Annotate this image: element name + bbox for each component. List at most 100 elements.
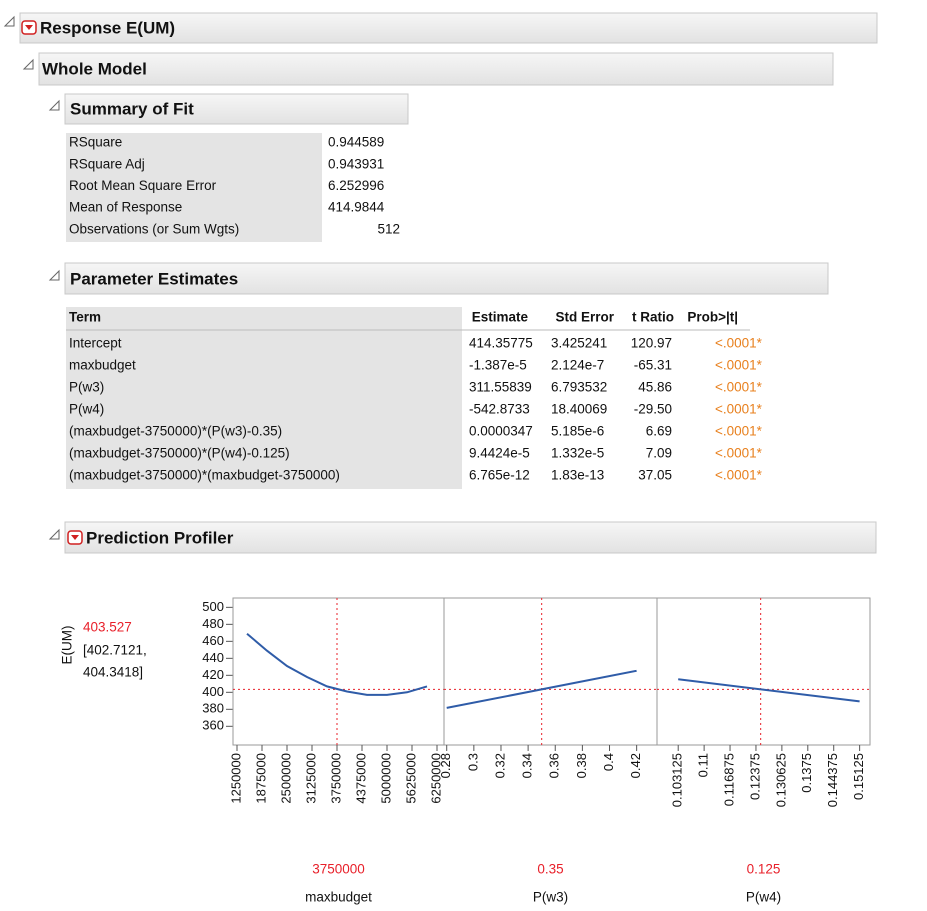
column-header: t Ratio (632, 310, 674, 325)
x-tick-label: 0.12375 (747, 753, 762, 800)
x-tick-label: 5000000 (378, 753, 393, 804)
x-tick-label: 6250000 (428, 753, 443, 804)
table-cell: (maxbudget-3750000)*(maxbudget-3750000) (69, 468, 340, 483)
x-tick-label: 5625000 (403, 753, 418, 804)
p-value: <.0001* (715, 468, 763, 483)
x-tick-label: 3125000 (303, 753, 318, 804)
current-x-value: 0.125 (747, 862, 781, 877)
disclosure-icon[interactable] (48, 99, 60, 111)
term-column (66, 307, 462, 489)
fit-label: RSquare Adj (69, 156, 145, 171)
profile-panel (656, 597, 871, 746)
disclosure-icon[interactable] (3, 15, 15, 27)
column-header: Std Error (555, 310, 614, 325)
table-cell: -542.8733 (469, 402, 530, 417)
interval-upper: 404.3418] (83, 665, 143, 680)
label-column (66, 133, 322, 242)
x-tick-label: 0.130625 (773, 753, 788, 807)
table-cell: 18.40069 (551, 402, 607, 417)
outline-bar (64, 521, 877, 554)
x-tick-label: 0.32 (492, 753, 507, 778)
disclosure-icon[interactable] (48, 528, 60, 540)
profile-curve (246, 632, 428, 696)
x-tick-label: 4375000 (353, 753, 368, 804)
profile-panel (232, 597, 445, 746)
x-tick-label: 0.103125 (670, 753, 685, 807)
fit-label: RSquare (69, 135, 122, 150)
outline-title: Response E(UM) (40, 18, 175, 37)
x-tick-label: 0.116875 (721, 753, 736, 806)
table-cell: -65.31 (634, 358, 672, 373)
profile-panel (443, 597, 658, 746)
p-value: <.0001* (715, 424, 763, 439)
table-cell: 1.332e-5 (551, 446, 604, 461)
x-tick-label: 1875000 (253, 753, 268, 804)
column-header: Term (69, 310, 101, 325)
table-cell: 6.69 (646, 424, 672, 439)
fit-label: Mean of Response (69, 200, 182, 215)
outline-title: Whole Model (42, 59, 147, 78)
outline-title: Parameter Estimates (70, 269, 238, 288)
fit-value: 414.9844 (328, 200, 385, 215)
x-tick-label: 0.4 (601, 753, 616, 771)
fit-value: 512 (377, 221, 400, 236)
fit-label: Observations (or Sum Wgts) (69, 221, 239, 236)
x-tick-label: 0.38 (574, 753, 589, 778)
x-tick-label: 0.1375 (799, 753, 814, 793)
interval-lower: [402.7121, (83, 643, 147, 658)
y-tick-label: 500 (202, 599, 224, 614)
fit-value: 6.252996 (328, 178, 384, 193)
x-tick-label: 2500000 (278, 753, 293, 804)
y-tick-label: 440 (202, 650, 224, 665)
x-tick-label: 1250000 (228, 753, 243, 804)
x-tick-label: 0.34 (520, 753, 535, 778)
x-axis-label: maxbudget (305, 890, 372, 905)
outline-bar (19, 12, 878, 44)
table-cell: P(w4) (69, 402, 104, 417)
profile-curve (678, 678, 860, 703)
fit-value: 0.943931 (328, 156, 384, 171)
table-cell: 0.0000347 (469, 424, 533, 439)
column-header: Estimate (472, 310, 529, 325)
table-cell: 2.124e-7 (551, 358, 604, 373)
outline-title: Prediction Profiler (86, 528, 234, 547)
x-tick-label: 0.28 (438, 753, 453, 778)
table-cell: Intercept (69, 336, 122, 351)
table-cell: 45.86 (638, 380, 672, 395)
outline-bar (64, 93, 409, 125)
p-value: <.0001* (715, 336, 763, 351)
disclosure-icon[interactable] (22, 58, 34, 70)
table-cell: -29.50 (634, 402, 672, 417)
outline-title: Summary of Fit (70, 99, 194, 118)
menu-arrow (71, 535, 79, 540)
x-tick-label: 3750000 (328, 753, 343, 804)
x-tick-label: 0.36 (547, 753, 562, 778)
p-value: <.0001* (715, 446, 763, 461)
table-cell: 311.55839 (469, 380, 532, 395)
x-axis-label: P(w3) (533, 890, 568, 905)
x-tick-label: 0.3 (465, 753, 480, 771)
table-cell: 6.793532 (551, 380, 607, 395)
disclosure-icon[interactable] (48, 269, 60, 281)
fit-value: 0.944589 (328, 135, 384, 150)
y-axis-label: E(UM) (60, 626, 75, 665)
y-tick-label: 360 (202, 718, 224, 733)
table-cell: (maxbudget-3750000)*(P(w4)-0.125) (69, 446, 290, 461)
menu-arrow (25, 25, 33, 30)
table-cell: (maxbudget-3750000)*(P(w3)-0.35) (69, 424, 282, 439)
profile-curve (446, 669, 637, 709)
x-tick-label: 0.15125 (851, 753, 866, 800)
y-tick-label: 480 (202, 616, 224, 631)
table-cell: P(w3) (69, 380, 104, 395)
y-tick-label: 380 (202, 701, 224, 716)
current-x-value: 3750000 (312, 862, 365, 877)
y-tick-label: 400 (202, 684, 224, 699)
x-tick-label: 0.144375 (825, 753, 840, 807)
x-axis-label: P(w4) (746, 890, 781, 905)
table-cell: 1.83e-13 (551, 468, 604, 483)
p-value: <.0001* (715, 380, 763, 395)
x-tick-label: 0.11 (696, 753, 711, 777)
y-tick-label: 420 (202, 667, 224, 682)
table-cell: 7.09 (646, 446, 672, 461)
